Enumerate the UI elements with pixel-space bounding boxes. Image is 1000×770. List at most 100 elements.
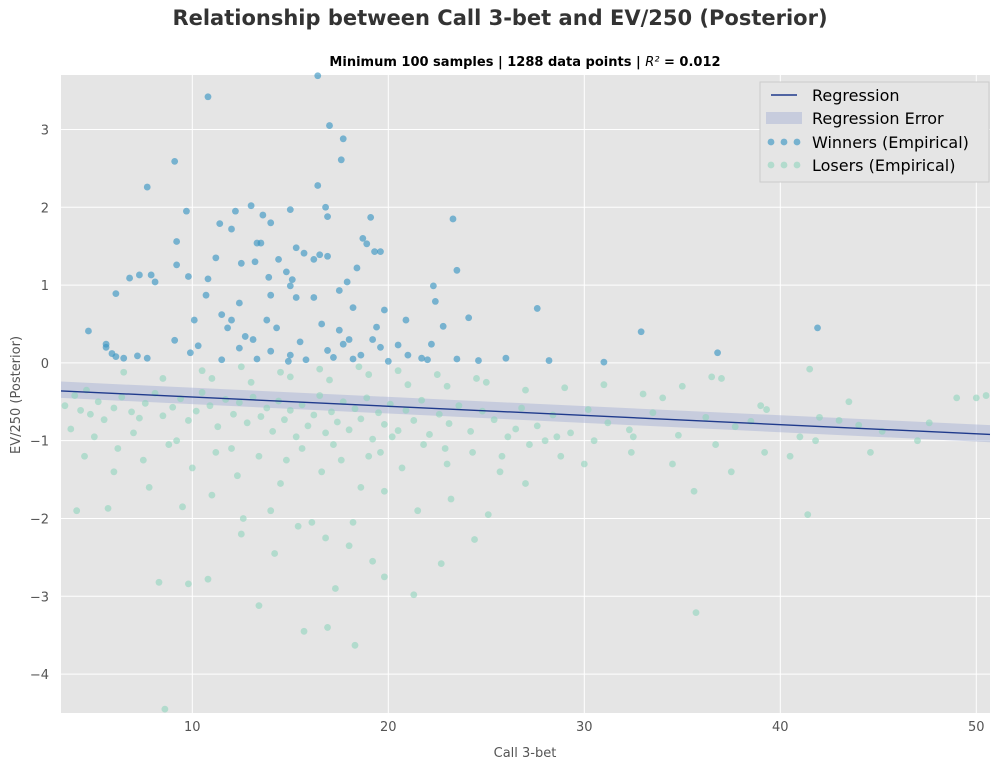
loser-point [394, 367, 402, 375]
winner-point [286, 351, 294, 359]
winner-point [202, 291, 210, 299]
winner-point [339, 340, 347, 348]
winner-point [814, 324, 821, 332]
loser-point [445, 420, 453, 427]
loser-point [110, 468, 118, 476]
winner-point [380, 306, 388, 314]
loser-point [845, 398, 853, 406]
loser-point [369, 435, 377, 443]
winner-point [275, 255, 282, 263]
winner-point [184, 273, 192, 280]
loser-point [414, 507, 422, 515]
winner-point [253, 355, 261, 363]
winner-point [318, 320, 326, 328]
winner-point [183, 207, 190, 215]
winner-point [324, 252, 331, 260]
loser-point [230, 410, 237, 418]
loser-point [298, 401, 306, 409]
loser-point [120, 368, 128, 376]
loser-point [914, 437, 921, 445]
loser-point [100, 416, 108, 424]
loser-point [678, 382, 686, 390]
loser-point [557, 452, 565, 460]
loser-point [518, 404, 525, 412]
loser-point [812, 437, 819, 445]
loser-point [533, 422, 541, 430]
loser-point [198, 389, 206, 396]
winner-point [237, 259, 245, 267]
winner-point [324, 347, 331, 354]
loser-point [763, 406, 770, 413]
loser-point [363, 394, 371, 402]
winner-point [357, 351, 365, 359]
loser-point [351, 405, 359, 413]
winner-point [235, 299, 243, 307]
loser-point [443, 460, 451, 468]
y-tick-label: −1 [30, 435, 49, 450]
winner-point [292, 294, 300, 301]
loser-point [498, 452, 506, 460]
winner-point [431, 298, 439, 305]
winner-point [194, 342, 202, 350]
loser-point [345, 426, 353, 434]
loser-point [81, 452, 88, 460]
legend-winner-marker [767, 138, 775, 146]
legend-winner-marker [793, 138, 801, 146]
winner-point [265, 273, 273, 281]
loser-point [441, 445, 449, 452]
legend-label-losers: Losers (Empirical) [812, 156, 955, 175]
winner-point [600, 358, 608, 366]
winner-point [204, 93, 212, 101]
loser-point [263, 404, 271, 412]
loser-point [435, 410, 443, 418]
winner-point [228, 316, 235, 324]
legend-label-regression-error: Regression Error [812, 109, 944, 128]
winner-point [533, 305, 541, 312]
loser-point [349, 518, 357, 526]
winner-point [134, 352, 141, 360]
loser-point [355, 363, 363, 371]
x-tick-label: 10 [184, 720, 201, 735]
legend-loser-marker [767, 161, 775, 169]
winner-point [218, 311, 226, 319]
loser-point [184, 417, 192, 424]
x-tick-label: 30 [576, 720, 593, 735]
loser-point [318, 468, 326, 476]
loser-point [179, 503, 186, 511]
loser-point [490, 416, 498, 424]
loser-point [292, 433, 300, 441]
loser-point [433, 371, 441, 378]
winner-point [147, 271, 155, 279]
winner-point [339, 135, 347, 143]
y-tick-label: −2 [30, 512, 49, 527]
winner-point [259, 211, 267, 219]
loser-point [255, 452, 263, 460]
loser-point [708, 373, 716, 381]
winner-point [120, 354, 128, 362]
loser-point [110, 404, 118, 412]
loser-point [761, 448, 769, 456]
winner-point [232, 207, 239, 215]
loser-point [267, 507, 275, 515]
winner-point [108, 350, 116, 357]
regression-line [60, 390, 991, 436]
winner-point [324, 213, 331, 221]
winner-point [428, 340, 435, 348]
loser-point [73, 507, 81, 515]
loser-point [310, 411, 318, 419]
winner-point [267, 347, 275, 355]
loser-point [402, 406, 410, 414]
loser-point [567, 429, 574, 437]
winner-point [402, 316, 410, 324]
loser-point [281, 416, 288, 424]
legend-band-swatch [766, 112, 802, 124]
loser-point [308, 518, 316, 526]
winner-point [363, 240, 371, 248]
loser-point [333, 418, 341, 426]
loser-point [351, 641, 359, 649]
loser-point [365, 452, 373, 460]
loser-point [512, 425, 520, 433]
winner-point [204, 275, 212, 283]
loser-point [208, 491, 216, 499]
